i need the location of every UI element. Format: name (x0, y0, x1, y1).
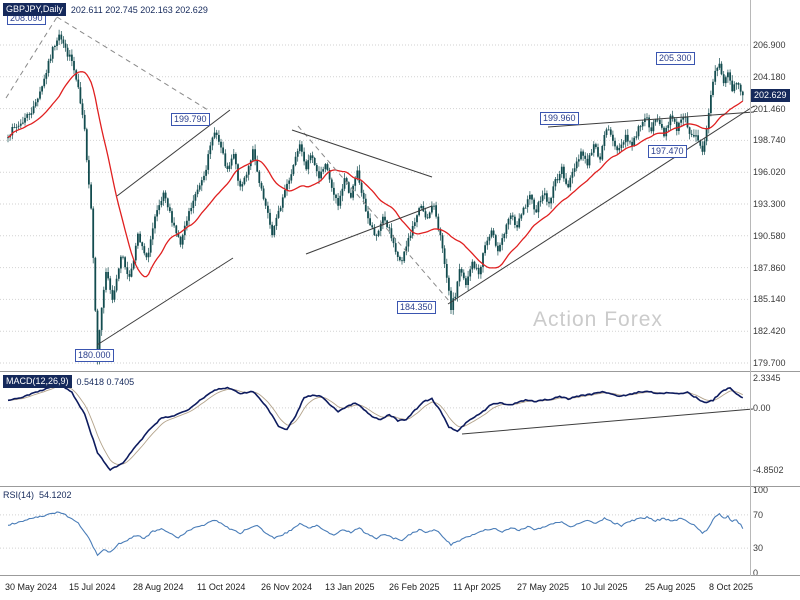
time-axis-label: 11 Apr 2025 (453, 582, 501, 592)
price-callout[interactable]: 180.000 (75, 349, 114, 362)
time-axis-label: 11 Oct 2024 (197, 582, 246, 592)
panel-separator[interactable] (0, 371, 800, 372)
axis-tick-label: 201.460 (753, 103, 786, 114)
macd-name-badge: MACD(12,26,9) (3, 375, 72, 388)
macd-indicator-label: MACD(12,26,9) 0.5418 0.7405 (3, 375, 134, 388)
price-callout[interactable]: 184.350 (397, 301, 436, 314)
axis-tick-label: 198.740 (753, 135, 786, 146)
price-scale-border (750, 0, 751, 576)
axis-tick-label: 187.860 (753, 262, 786, 273)
axis-tick-label: 182.420 (753, 326, 786, 337)
axis-tick-label: 70 (753, 509, 764, 520)
last-price-badge: 202.629 (751, 88, 790, 102)
rsi-name: RSI(14) (3, 490, 35, 500)
axis-tick-label: 185.140 (753, 294, 786, 305)
panel-separator (0, 575, 800, 576)
time-axis[interactable]: 30 May 2024 15 Jul 2024 28 Aug 2024 11 Oct … (0, 576, 800, 600)
axis-tick-label: 2.3345 (753, 373, 781, 383)
axis-tick-label: 193.300 (753, 199, 786, 209)
price-callout[interactable]: 199.960 (540, 112, 579, 125)
panel-separator[interactable] (0, 486, 800, 487)
axis-tick-label: 0 (753, 568, 759, 578)
axis-tick-label: 100 (753, 485, 769, 495)
axis-tick-label: 0.00 (753, 402, 771, 413)
time-axis-label: 13 Jan 2025 (325, 582, 375, 592)
time-axis-label: 28 Aug 2024 (133, 582, 184, 592)
price-callout[interactable]: 197.470 (648, 145, 687, 158)
price-callout[interactable]: 199.790 (171, 113, 210, 126)
rsi-value: 54.1202 (39, 490, 72, 500)
time-axis-label: 15 Jul 2024 (69, 582, 116, 592)
time-axis-label: 25 Aug 2025 (645, 582, 696, 592)
axis-tick-label: 179.700 (753, 358, 786, 368)
rsi-indicator-label: RSI(14) 54.1202 (3, 490, 72, 500)
ohlc-readout: 202.611 202.745 202.163 202.629 (70, 4, 208, 15)
axis-tick-label: 196.020 (753, 167, 786, 178)
price-callout[interactable]: 205.300 (656, 52, 695, 65)
time-axis-label: 26 Feb 2025 (389, 582, 440, 592)
axis-tick-label: 204.180 (753, 71, 786, 82)
macd-values: 0.5418 0.7405 (76, 376, 135, 387)
macd-panel-canvas[interactable] (0, 372, 800, 486)
time-axis-label: 27 May 2025 (517, 582, 570, 592)
main-chart-canvas[interactable] (0, 0, 800, 371)
axis-tick-label: 190.580 (753, 230, 786, 241)
chart-titlebar: GBPJPY,Daily 202.611 202.745 202.163 202… (3, 3, 208, 16)
time-axis-label: 10 Jul 2025 (581, 582, 628, 592)
time-axis-label: 30 May 2024 (5, 582, 58, 592)
axis-tick-label: 30 (753, 543, 764, 554)
watermark: Action Forex (533, 308, 663, 331)
axis-tick-label: -4.8502 (753, 465, 784, 475)
rsi-panel-canvas[interactable] (0, 487, 800, 575)
axis-tick-label: 206.900 (753, 40, 786, 50)
time-axis-label: 26 Nov 2024 (261, 582, 313, 592)
time-axis-label: 8 Oct 2025 (709, 582, 754, 592)
symbol-badge: GBPJPY,Daily (3, 3, 66, 16)
